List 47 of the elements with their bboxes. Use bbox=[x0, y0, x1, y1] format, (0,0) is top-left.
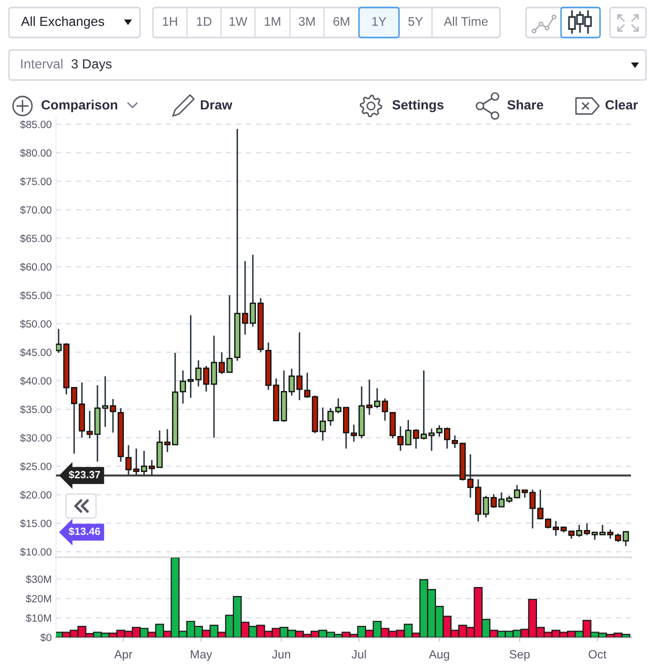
y-tick-label: $50.00 bbox=[20, 320, 52, 328]
text: All Time bbox=[444, 16, 488, 26]
text: Comparison bbox=[42, 100, 118, 112]
text: 1Y bbox=[372, 17, 386, 26]
text: 1D bbox=[196, 17, 212, 26]
y-tick-label: $70.00 bbox=[20, 206, 52, 214]
y-tick-label: $55.00 bbox=[20, 291, 52, 300]
y-tick-label: $40.00 bbox=[20, 376, 52, 386]
text: 1W bbox=[230, 17, 248, 26]
text: Draw bbox=[200, 100, 232, 110]
y-tick-label: $80.00 bbox=[20, 148, 52, 158]
x-tick-label: Sep bbox=[510, 650, 530, 661]
x-tick-label: May bbox=[190, 650, 212, 661]
y-tick-label: $45.00 bbox=[20, 348, 52, 357]
y-tick-label: $75.00 bbox=[20, 177, 52, 186]
text: 3M bbox=[298, 17, 315, 26]
x-tick-label: Jun bbox=[272, 650, 290, 658]
x-tick-label: Aug bbox=[428, 650, 450, 661]
y-tick-label: $35.00 bbox=[20, 405, 52, 414]
y-tick-label: $20M bbox=[26, 594, 51, 603]
y-tick-label: $85.00 bbox=[20, 120, 52, 129]
text: Share bbox=[507, 100, 544, 110]
text: All Exchanges bbox=[21, 16, 104, 29]
text: 6M bbox=[333, 17, 350, 26]
y-tick-label: $65.00 bbox=[20, 234, 52, 243]
y-tick-label: $25.00 bbox=[20, 462, 52, 471]
annotation: $13.46 bbox=[68, 527, 100, 536]
x-tick-label: Apr bbox=[114, 650, 132, 661]
y-tick-label: $30.00 bbox=[20, 434, 52, 442]
text: 5Y bbox=[408, 17, 423, 26]
candlestick bbox=[390, 412, 396, 439]
text: 1M bbox=[264, 17, 280, 26]
text: Clear bbox=[606, 100, 638, 110]
text: Interval bbox=[21, 58, 62, 69]
y-tick-label: $20.00 bbox=[20, 490, 52, 500]
y-tick-label: $30M bbox=[26, 575, 51, 584]
y-tick-label: $10M bbox=[26, 614, 51, 622]
x-tick-label: Oct bbox=[588, 650, 606, 658]
text: Settings bbox=[392, 100, 444, 112]
ref-line-label: $23.37 bbox=[68, 470, 100, 479]
y-tick-label: $10.00 bbox=[20, 548, 52, 556]
y-tick-label: $60.00 bbox=[20, 262, 52, 272]
y-tick-label: $15.00 bbox=[20, 519, 52, 528]
x-tick-label: Jul bbox=[352, 650, 366, 658]
y-tick-label: $0 bbox=[40, 633, 52, 642]
text: 3 Days bbox=[72, 59, 112, 72]
text: 1H bbox=[162, 17, 177, 26]
